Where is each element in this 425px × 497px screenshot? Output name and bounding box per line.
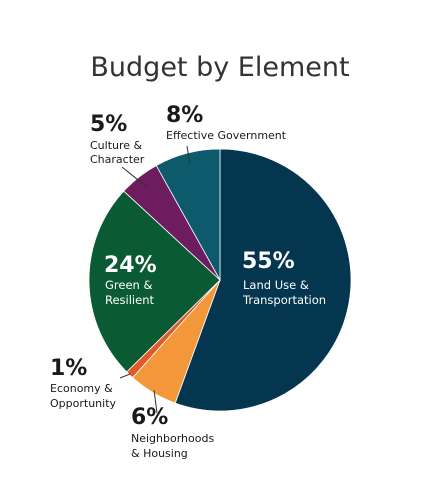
slice-category-label: Effective Government xyxy=(166,129,287,142)
leader-lines xyxy=(119,145,191,414)
slice-value-label: 24% xyxy=(104,253,157,278)
slice-category-label: Resilient xyxy=(105,293,154,307)
slice-value-label: 5% xyxy=(90,112,127,137)
chart-title: Budget by Element xyxy=(90,52,349,83)
leader-line-economy-opportunity xyxy=(119,373,131,379)
slice-category-label: Green & xyxy=(105,278,152,292)
slice-value-label: 55% xyxy=(242,249,295,274)
slice-value-label: 8% xyxy=(166,103,203,128)
slice-category-label: Transportation xyxy=(242,293,326,307)
slice-category-label: Land Use & xyxy=(243,278,309,292)
slice-labels: 55% Land Use &Transportation 6% Neighborhoo… xyxy=(50,103,326,460)
slice-category-label: Economy & xyxy=(50,382,113,395)
pie-slice-effective-government xyxy=(155,148,221,282)
slice-category-label: Neighborhoods xyxy=(131,432,214,445)
slice-category-label: Character xyxy=(90,153,145,166)
slice-category-label: & Housing xyxy=(131,447,188,460)
pie-slices xyxy=(88,148,352,412)
leader-line-culture-character xyxy=(121,166,148,188)
slice-category-label: Opportunity xyxy=(50,397,117,410)
slice-category-label: Culture & xyxy=(90,139,143,152)
pie-slice-land-use-transportation xyxy=(174,148,352,412)
leader-line-neighborhoods-housing xyxy=(153,390,158,414)
slice-value-label: 6% xyxy=(131,405,168,430)
pie-slice-green-resilient xyxy=(88,190,221,373)
slice-value-label: 1% xyxy=(50,356,87,381)
leader-line-effective-government xyxy=(186,145,191,164)
